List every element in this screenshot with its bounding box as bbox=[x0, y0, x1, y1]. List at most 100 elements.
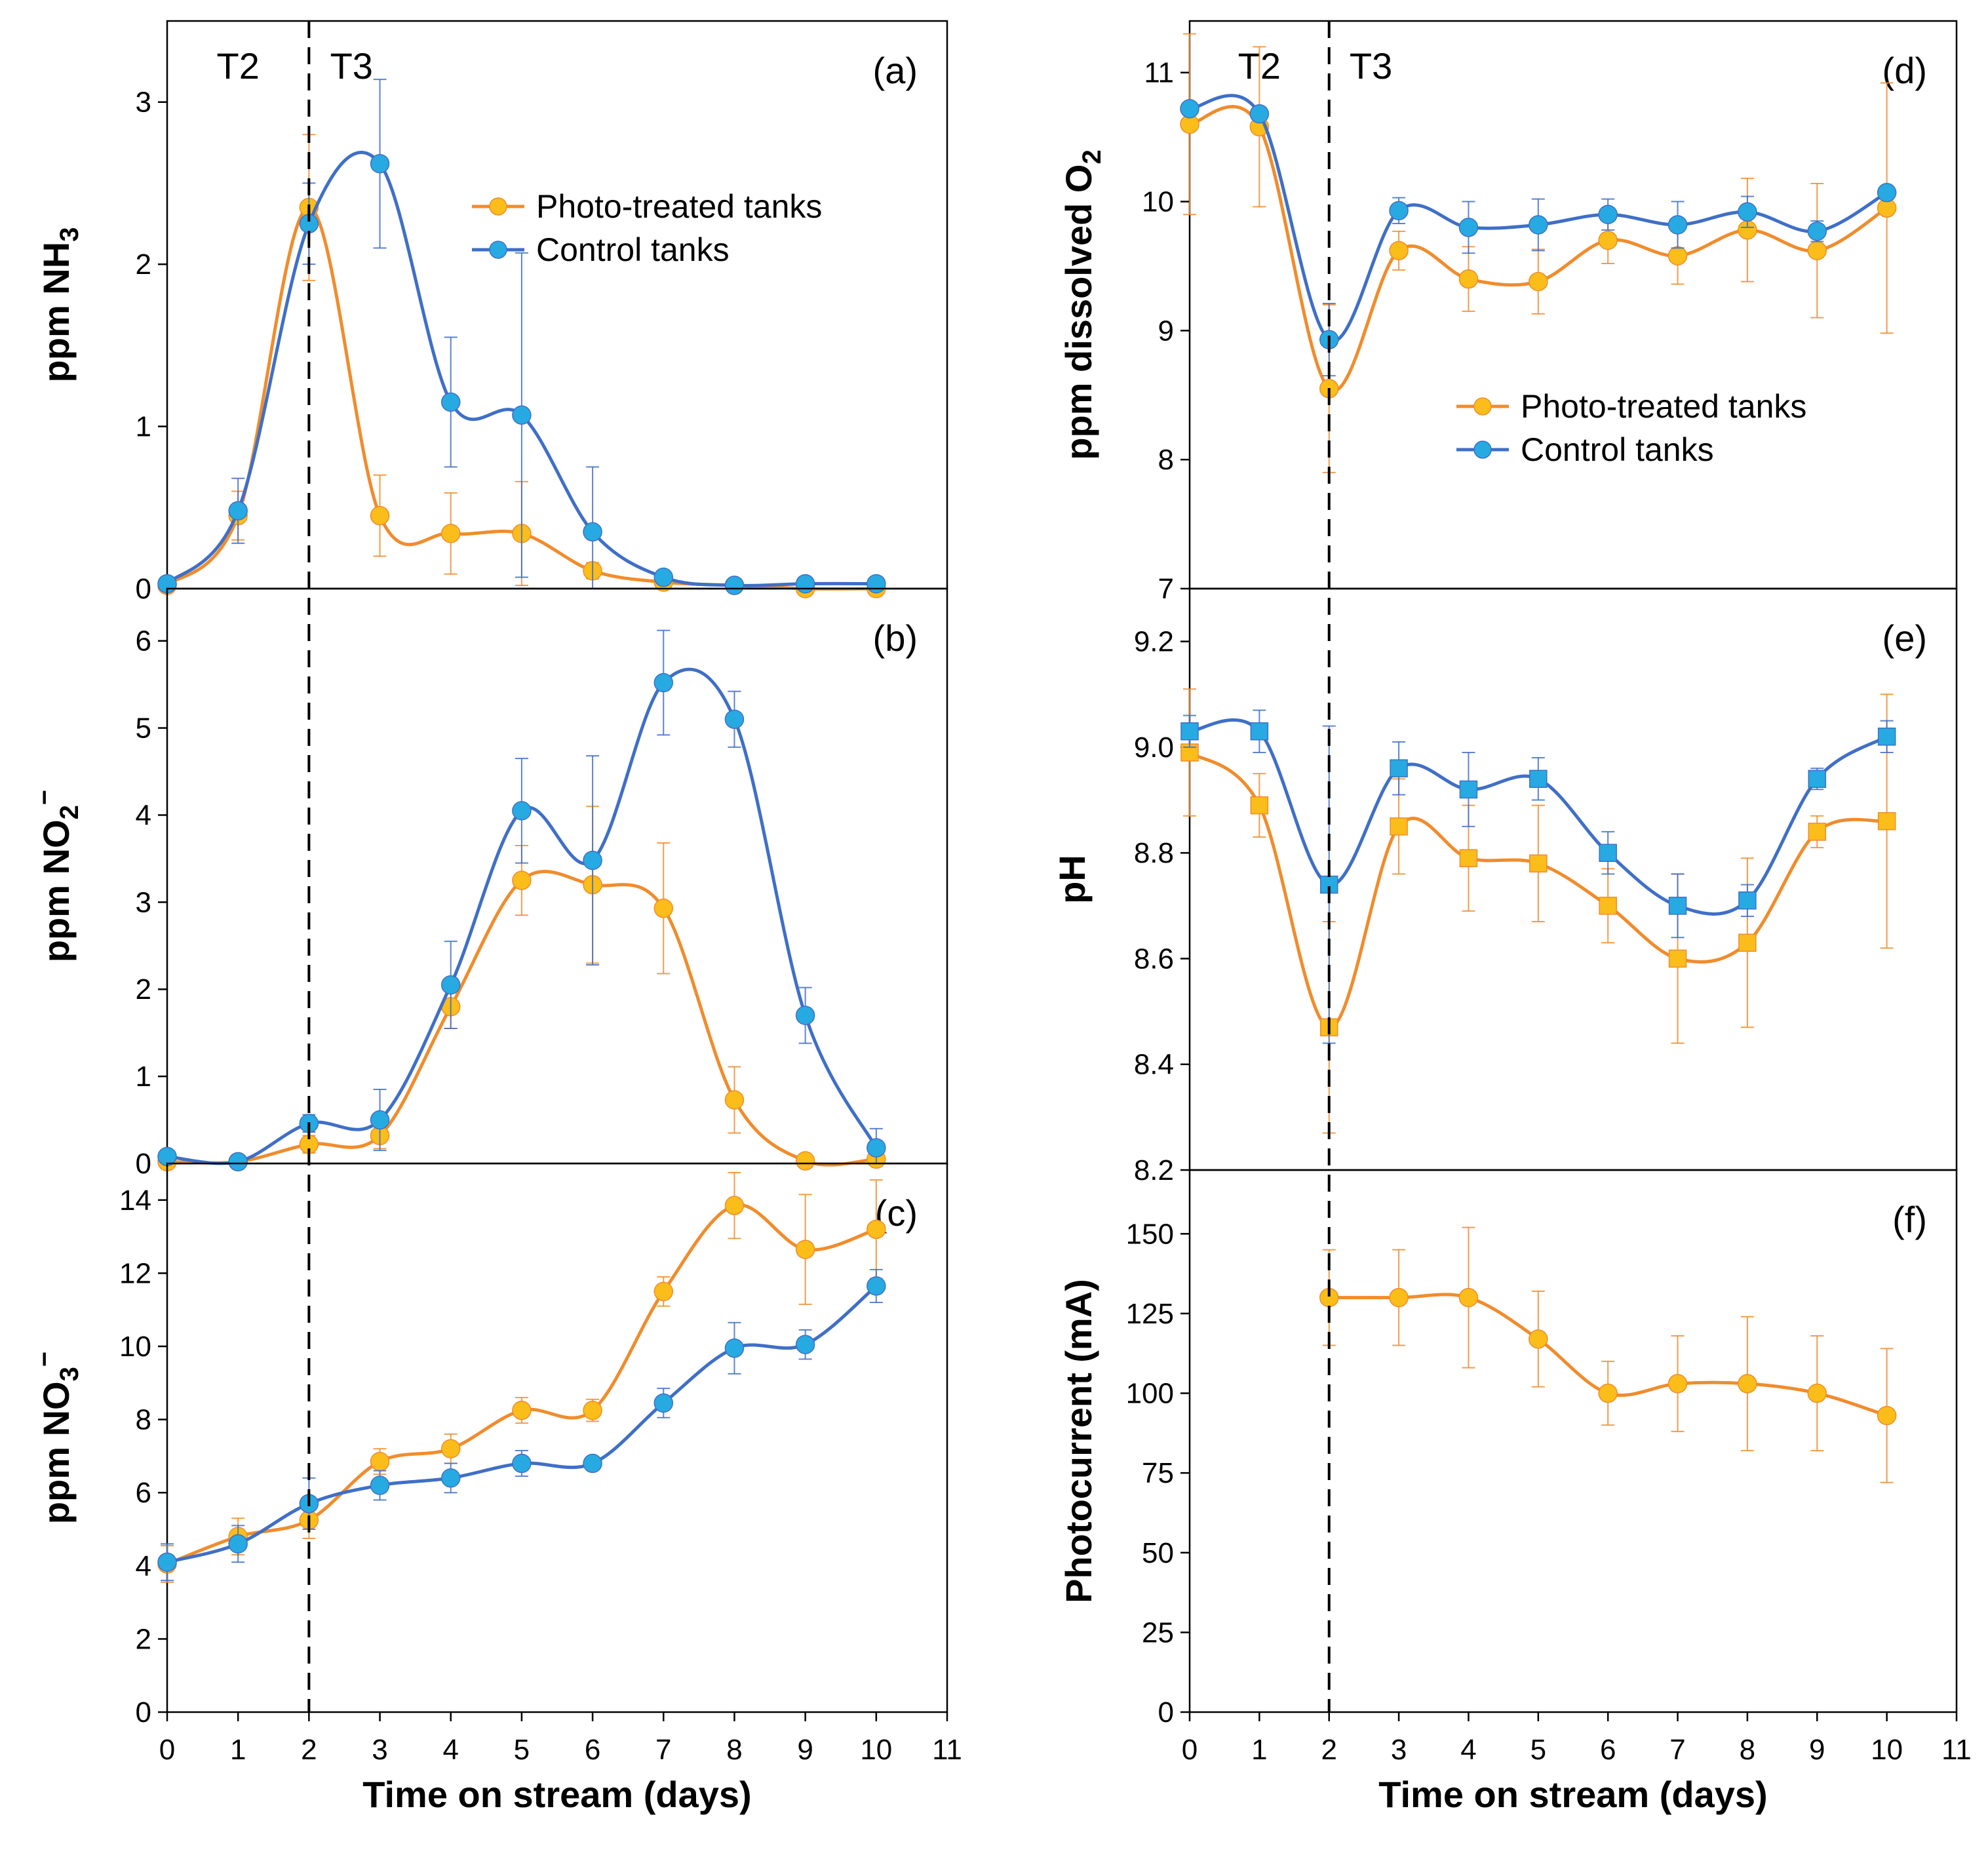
x-tick-label: 0 bbox=[1182, 1734, 1198, 1766]
data-point bbox=[653, 898, 674, 918]
series-line bbox=[1188, 751, 1888, 1029]
data-point bbox=[440, 1468, 461, 1488]
y-tick-label: 7 bbox=[1158, 573, 1174, 605]
data-point bbox=[370, 1475, 390, 1495]
data-point bbox=[583, 522, 602, 542]
y-tick-label: 0 bbox=[1158, 1696, 1174, 1728]
series-photo-treated bbox=[157, 1171, 886, 1583]
data-point bbox=[653, 673, 674, 693]
x-tick-label: 7 bbox=[655, 1734, 671, 1766]
x-tick-label: 11 bbox=[932, 1734, 962, 1766]
data-point bbox=[1458, 1287, 1479, 1308]
series-photo-treated bbox=[1180, 688, 1896, 1134]
y-tick-label: 12 bbox=[119, 1257, 151, 1289]
data-point bbox=[1529, 770, 1548, 789]
data-point bbox=[1459, 849, 1478, 867]
x-tick-label: 10 bbox=[860, 1734, 892, 1766]
x-tick-label: 1 bbox=[230, 1734, 246, 1766]
series-photo-treated bbox=[1319, 1226, 1897, 1483]
series-control bbox=[157, 629, 886, 1172]
y-tick-label: 100 bbox=[1126, 1378, 1174, 1410]
data-point bbox=[228, 1534, 248, 1554]
data-point bbox=[724, 1196, 745, 1215]
x-tick-label: 3 bbox=[372, 1734, 387, 1766]
x-tick-label: 9 bbox=[797, 1734, 813, 1766]
y-tick-label: 3 bbox=[136, 886, 151, 918]
data-point bbox=[1458, 218, 1479, 237]
y-tick-label: 3 bbox=[136, 87, 151, 119]
panel-label: (d) bbox=[1882, 50, 1927, 91]
data-point bbox=[1389, 201, 1409, 221]
x-tick-label: 1 bbox=[1251, 1734, 1267, 1766]
y-tick-label: 25 bbox=[1142, 1616, 1174, 1649]
data-point bbox=[1877, 1405, 1897, 1426]
x-axis-title: Time on stream (days) bbox=[1378, 1774, 1767, 1815]
plot-frame bbox=[1188, 1169, 1958, 1713]
plot-frame bbox=[1188, 587, 1958, 1171]
legend-marker bbox=[489, 241, 507, 259]
data-point bbox=[1599, 844, 1617, 862]
y-tick-label: 0 bbox=[136, 573, 151, 605]
data-point bbox=[1877, 812, 1896, 830]
y-axis-title: ppm dissolved O2 bbox=[1058, 149, 1106, 459]
panel-label: (b) bbox=[873, 617, 918, 659]
x-tick-label: 8 bbox=[726, 1734, 742, 1766]
data-point bbox=[440, 975, 461, 995]
data-point bbox=[1250, 796, 1269, 815]
data-point bbox=[1808, 770, 1827, 789]
data-point bbox=[867, 1219, 886, 1240]
x-tick-label: 5 bbox=[1530, 1734, 1546, 1766]
y-axis-title-main: Photocurrent (mA) bbox=[1058, 1279, 1099, 1603]
phase-label-t3: T3 bbox=[330, 45, 373, 87]
data-point bbox=[724, 1090, 745, 1110]
y-tick-label: 125 bbox=[1126, 1298, 1174, 1330]
data-point bbox=[724, 576, 745, 595]
y-tick-label: 9 bbox=[1158, 315, 1174, 347]
legend-label: Photo-treated tanks bbox=[1521, 388, 1806, 425]
x-tick-label: 11 bbox=[1941, 1734, 1972, 1766]
legend-marker bbox=[489, 197, 507, 216]
panel-label: (f) bbox=[1892, 1199, 1927, 1240]
y-tick-label: 9.0 bbox=[1134, 732, 1174, 764]
x-tick-label: 2 bbox=[301, 1734, 317, 1766]
y-tick-label: 0 bbox=[136, 1696, 151, 1728]
data-point bbox=[1877, 183, 1897, 203]
y-tick-label: 1 bbox=[136, 411, 151, 443]
data-point bbox=[512, 870, 532, 890]
data-point bbox=[1390, 817, 1408, 836]
x-tick-label: 3 bbox=[1391, 1734, 1407, 1766]
data-point bbox=[795, 1151, 815, 1171]
y-tick-label: 50 bbox=[1142, 1537, 1174, 1569]
x-tick-label: 4 bbox=[1460, 1734, 1476, 1766]
y-tick-label: 9.2 bbox=[1134, 626, 1174, 658]
data-point bbox=[1250, 722, 1269, 741]
y-tick-label: 4 bbox=[136, 799, 151, 831]
phase-label-t3: T3 bbox=[1350, 45, 1392, 87]
series-control bbox=[157, 1268, 886, 1582]
plot-frame bbox=[166, 1162, 948, 1713]
data-point bbox=[795, 1335, 815, 1354]
y-tick-label: 75 bbox=[1142, 1457, 1174, 1489]
y-axis-title: ppm NH3 bbox=[35, 227, 84, 383]
data-point bbox=[1738, 891, 1757, 910]
y-axis-title-subscript: 3 bbox=[55, 227, 84, 242]
data-point bbox=[1599, 897, 1617, 915]
x-tick-label: 6 bbox=[585, 1734, 600, 1766]
y-tick-label: 11 bbox=[1144, 57, 1174, 89]
y-tick-label: 4 bbox=[136, 1550, 151, 1582]
y-tick-label: 8 bbox=[1158, 444, 1174, 476]
data-point bbox=[867, 574, 886, 594]
chart-panel-e: 8.2 8.4 8.6 8.8 9.0 9.2 pH (e) bbox=[1051, 587, 1958, 1186]
data-point bbox=[512, 1453, 532, 1474]
data-point bbox=[1598, 230, 1618, 250]
data-point bbox=[795, 1240, 815, 1259]
data-point bbox=[653, 567, 674, 587]
y-tick-label: 6 bbox=[136, 625, 151, 657]
data-point bbox=[583, 1400, 602, 1420]
data-point bbox=[1738, 933, 1757, 952]
y-axis-title-subscript: 2 bbox=[55, 805, 84, 819]
data-point bbox=[370, 153, 390, 174]
x-axis-title: Time on stream (days) bbox=[362, 1774, 751, 1815]
